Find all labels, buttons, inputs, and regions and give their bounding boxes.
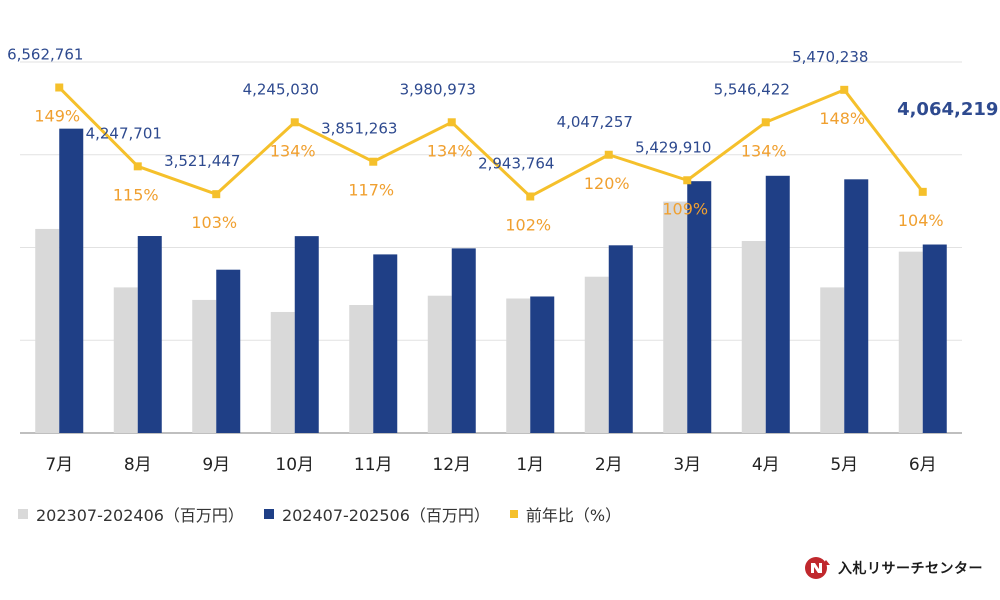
bar-value-label: 6,562,761	[7, 46, 83, 64]
x-tick-label: 4月	[752, 455, 780, 475]
bar-current-year	[373, 254, 398, 433]
bar-current-year	[137, 236, 162, 433]
bar-prev-year	[663, 201, 688, 433]
yoy-marker	[55, 83, 64, 92]
x-tick-label: 7月	[45, 455, 73, 475]
yoy-marker	[604, 150, 613, 159]
yoy-marker	[683, 176, 692, 185]
bar-value-label: 2,943,764	[478, 154, 554, 172]
yoy-marker	[133, 162, 142, 171]
bar-prev-year	[506, 298, 531, 433]
x-tick-label: 3月	[673, 455, 701, 475]
bar-prev-year	[741, 241, 766, 433]
bar-prev-year	[820, 287, 845, 433]
bar-value-label: 3,851,263	[321, 120, 397, 138]
bar-prev-year	[349, 305, 374, 433]
legend-item-prev-year: 202307-202406（百万円）	[18, 502, 244, 526]
legend: 202307-202406（百万円） 202407-202506（百万円） 前年…	[18, 502, 641, 526]
x-tick-label: 2月	[595, 455, 623, 475]
yoy-value-label: 134%	[427, 141, 473, 160]
logo-text: 入札リサーチセンター	[838, 561, 983, 577]
x-tick-label: 6月	[909, 455, 937, 475]
yoy-value-label: 148%	[819, 109, 865, 128]
yoy-marker	[761, 118, 770, 127]
bar-prev-year	[113, 287, 138, 433]
yoy-marker	[212, 190, 221, 199]
yoy-value-label: 134%	[270, 141, 316, 160]
bar-prev-year	[192, 299, 217, 433]
x-tick-label: 9月	[202, 455, 230, 475]
legend-label-prev-year: 202307-202406（百万円）	[36, 506, 244, 525]
bar-prev-year	[898, 251, 923, 433]
yoy-marker	[290, 118, 299, 127]
yoy-value-label: 149%	[34, 107, 80, 126]
bar-value-label: 4,245,030	[243, 80, 319, 98]
x-tick-label: 8月	[124, 455, 152, 475]
logo-mark-icon	[805, 557, 830, 579]
yoy-marker	[840, 85, 849, 94]
bar-value-label: 5,429,910	[635, 138, 711, 156]
bar-prev-year	[35, 228, 60, 433]
bar-current-year	[922, 244, 947, 433]
bar-current-year	[765, 175, 790, 434]
bar-current-year	[451, 248, 476, 433]
yoy-marker	[369, 157, 378, 166]
bar-current-year	[844, 179, 869, 433]
logo: 入札リサーチセンター	[804, 556, 983, 580]
yoy-marker	[918, 187, 927, 196]
yoy-marker	[526, 192, 535, 201]
bar-current-year	[687, 181, 712, 433]
legend-label-yoy: 前年比（%）	[525, 506, 622, 525]
legend-item-yoy: 前年比（%）	[509, 502, 622, 526]
bar-current-year	[530, 296, 555, 433]
chart: 7月 8月 9月 10月 11月 12月 1月 2月 3月 4月 5月 6月 6,562,761 149%…	[7, 46, 998, 475]
bar-prev-year	[584, 276, 609, 433]
bar-prev-year	[427, 295, 452, 433]
yoy-value-label: 134%	[741, 141, 787, 160]
yoy-value-label: 104%	[898, 211, 944, 230]
x-tick-label: 11月	[354, 455, 393, 475]
bar-value-label: 5,470,238	[792, 48, 868, 66]
bar-current-year	[294, 236, 319, 433]
yoy-value-label: 120%	[584, 174, 630, 193]
bar-current-year	[608, 245, 633, 433]
yoy-value-label: 102%	[505, 215, 551, 234]
yoy-line	[58, 86, 924, 198]
bar-current-year	[216, 269, 241, 433]
yoy-value-label: 103%	[191, 213, 237, 232]
legend-swatch-current-year	[263, 509, 274, 519]
yoy-value-label: 109%	[662, 199, 708, 218]
bar-current-year	[59, 128, 84, 433]
legend-swatch-prev-year	[18, 509, 28, 519]
bar-value-label: 4,047,257	[557, 113, 633, 131]
yoy-marker	[447, 118, 456, 127]
bar-value-label: 5,546,422	[714, 80, 790, 98]
legend-label-current-year: 202407-202506（百万円）	[281, 506, 490, 525]
bar-value-label: 4,064,219	[897, 99, 998, 120]
legend-item-current-year: 202407-202506（百万円）	[263, 502, 490, 526]
x-tick-label: 12月	[432, 455, 471, 475]
bar-value-label: 3,980,973	[400, 80, 476, 98]
x-tick-label: 10月	[275, 455, 314, 475]
bar-value-label: 3,521,447	[164, 152, 240, 170]
yoy-value-label: 117%	[348, 181, 394, 200]
bar-value-label: 4,247,701	[86, 124, 162, 142]
legend-swatch-yoy	[509, 510, 518, 518]
x-tick-label: 1月	[516, 455, 544, 475]
x-tick-label: 5月	[830, 455, 858, 475]
bar-prev-year	[270, 311, 295, 433]
yoy-value-label: 115%	[113, 185, 159, 204]
